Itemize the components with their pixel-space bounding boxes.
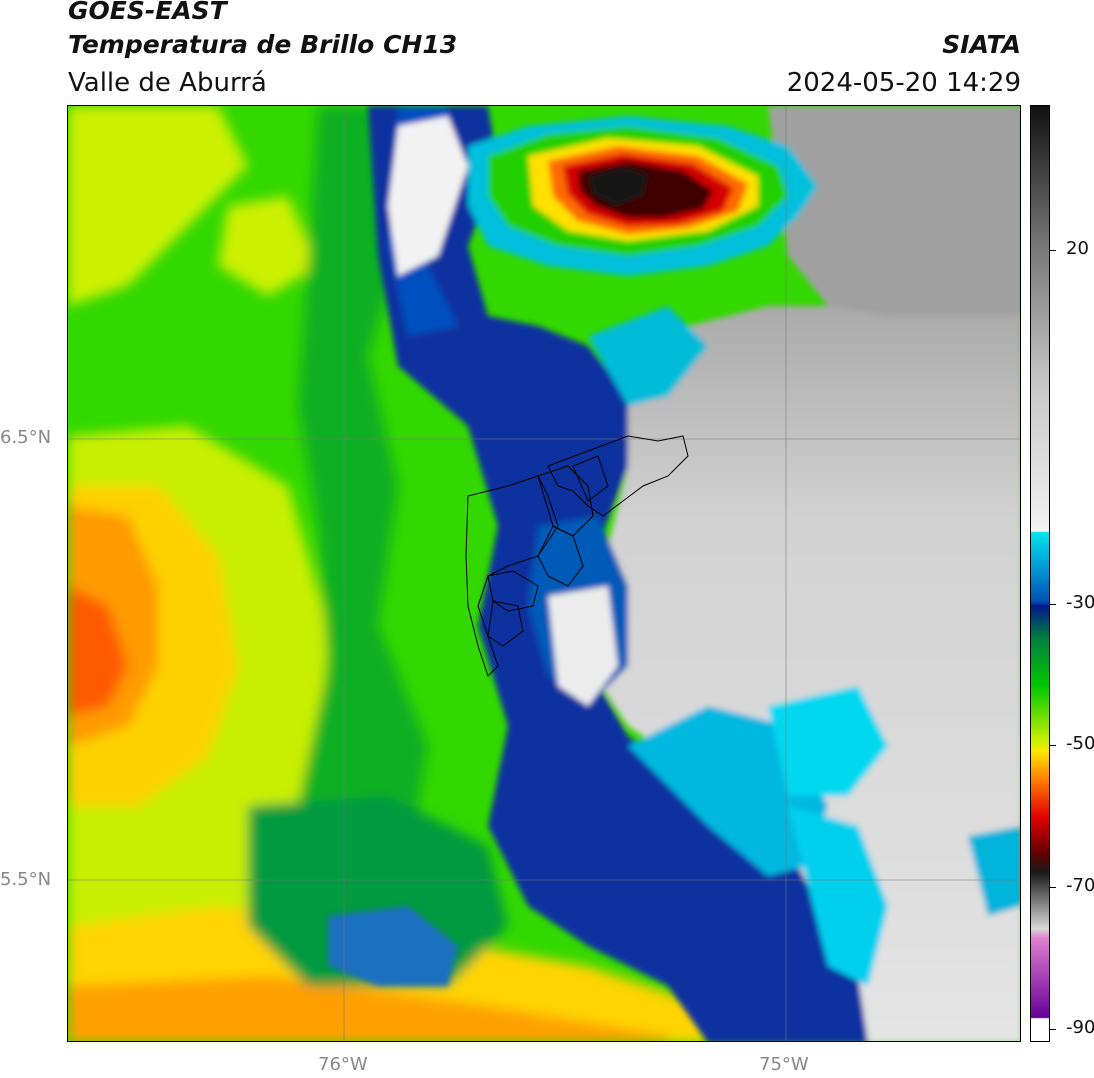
colorbar [1030,105,1050,1042]
cb-tickmark--90 [1050,1029,1056,1030]
boundary-copacabana [572,455,609,502]
cb-tickmark--50 [1050,745,1056,746]
warm-land-gray [588,296,1020,1041]
south-orange [68,976,668,1041]
boundary-west [465,475,559,677]
boundary-northeast [547,435,689,517]
cb-tickmark--30 [1050,604,1056,605]
boundary-sabaneta [487,600,524,647]
cb-tickmark--70 [1050,887,1056,888]
nw-yellow-blob [218,196,318,296]
brightness-temperature-map [67,105,1021,1042]
cyan-strip [788,806,888,986]
white-patch-valley [548,586,618,706]
cyan-patch-east2 [768,686,888,796]
west-red-orange [68,586,128,716]
agency-label: SIATA [942,30,1021,59]
cyan-patch-north [588,306,708,406]
cb-tickmark-20 [1050,250,1056,251]
west-yellowgreen-north [68,106,248,306]
lat-label-6.5N: 6.5°N [0,427,52,448]
municipality-boundaries [465,435,689,677]
white-patch-nw [388,116,468,276]
lat-label-5.5N: 5.5°N [0,869,52,890]
central-dark-green [298,106,428,906]
south-blue-blob [328,906,458,986]
satellite-title: GOES-EAST [68,0,227,25]
cb-tick--50: -50 [1066,733,1094,754]
cb-tick-20: 20 [1066,238,1089,259]
ne-gray [768,106,1020,316]
lon-label-76W: 76°W [318,1054,368,1075]
boundary-medellin [537,525,584,587]
timestamp: 2024-05-20 14:29 [786,68,1021,98]
cb-tick--30: -30 [1066,592,1094,613]
se-cyan [968,826,1020,916]
map-canvas [68,106,1020,1041]
region-subtitle: Valle de Aburrá [68,68,267,98]
cb-tick--90: -90 [1066,1017,1094,1038]
colorbar-gradient [1031,106,1049,1041]
product-title: Temperatura de Brillo CH13 [68,30,458,59]
storm-black-core [588,166,648,206]
lon-label-75W: 75°W [759,1054,809,1075]
cb-tick--70: -70 [1066,875,1094,896]
